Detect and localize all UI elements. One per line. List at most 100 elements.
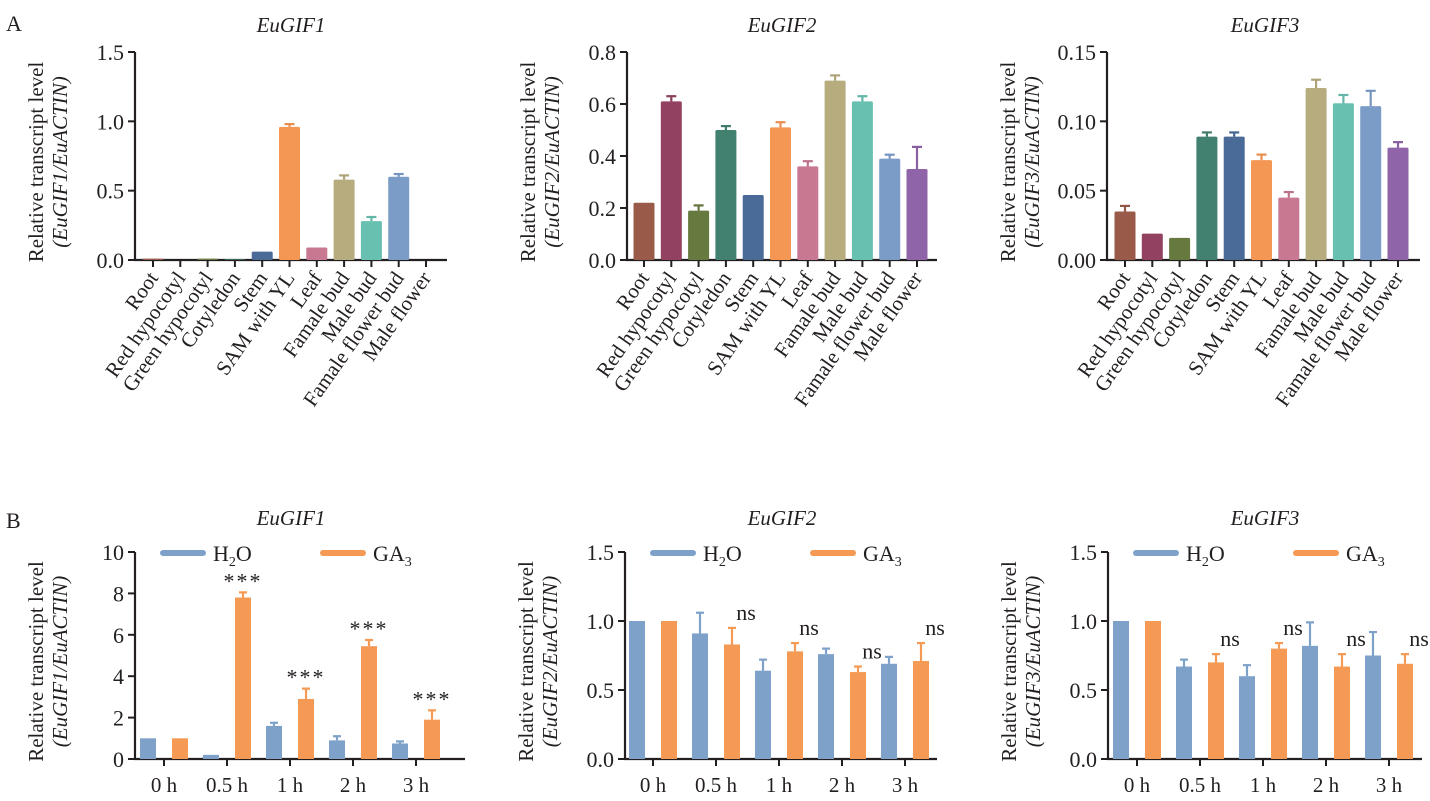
y-axis-label-gene: (EuGIF1/EuACTIN) <box>48 76 72 247</box>
bar-ga3 <box>172 738 188 759</box>
chart-title: EuGIF3 <box>1230 506 1300 530</box>
y-tick-label: 0.00 <box>1058 248 1097 273</box>
x-tick-label: 0 h <box>151 773 178 797</box>
bar-h2o <box>1365 655 1381 759</box>
bar <box>333 179 355 260</box>
y-tick-label: 0.0 <box>1070 747 1098 772</box>
x-tick-label: 2 h <box>1313 773 1340 797</box>
y-tick-label: 0.6 <box>589 92 617 117</box>
y-axis-label-gene: (EuGIF1/EuACTIN) <box>48 576 72 747</box>
bar <box>1141 233 1163 260</box>
significance-annotation: ns <box>1346 626 1366 651</box>
bar-ga3 <box>1397 663 1413 759</box>
y-tick-label: 0.05 <box>1058 179 1097 204</box>
bar-ga3 <box>913 661 929 759</box>
bar <box>388 176 410 260</box>
bar-h2o <box>203 754 219 759</box>
bar <box>251 251 273 260</box>
legend-label-ga3: GA3 <box>373 541 412 570</box>
bar <box>906 169 928 260</box>
bar <box>360 221 382 260</box>
bar-ga3 <box>1208 662 1224 759</box>
bar-h2o <box>1176 666 1192 759</box>
chart-title: EuGIF1 <box>256 13 326 37</box>
bar-h2o <box>1113 621 1129 759</box>
bar-h2o <box>881 663 897 759</box>
y-tick-label: 8 <box>113 581 124 606</box>
y-tick-label: 0.4 <box>589 144 617 169</box>
bar <box>742 195 764 260</box>
x-tick-label: 1 h <box>1250 773 1277 797</box>
y-axis-label: Relative transcript level <box>996 62 1020 263</box>
chart-panel-a3: EuGIF3 Relative transcript level (EuGIF3/E… <box>996 13 1420 411</box>
x-tick-label: 2 h <box>829 773 856 797</box>
bar <box>1223 136 1245 260</box>
significance-annotation: ns <box>1220 626 1240 651</box>
bar <box>1278 197 1300 260</box>
bar <box>879 158 901 260</box>
bar <box>1251 160 1272 260</box>
bar <box>1360 106 1382 260</box>
y-axis-label: Relative transcript level <box>997 561 1021 762</box>
y-tick-label: 0.5 <box>97 179 125 204</box>
bar-h2o <box>818 654 834 759</box>
chart-panel-b1: EuGIF1 Relative transcript level (EuGIF1/E… <box>24 506 465 797</box>
bar <box>1387 147 1409 260</box>
chart-title: EuGIF3 <box>1230 13 1300 37</box>
y-tick-label: 0.5 <box>587 678 615 703</box>
y-tick-label: 0.0 <box>589 248 617 273</box>
bar <box>797 166 819 260</box>
legend-label-h2o: H2O <box>213 541 252 570</box>
significance-annotation: ns <box>799 615 819 640</box>
chart-title: EuGIF2 <box>747 13 817 37</box>
bar-ga3 <box>424 719 440 759</box>
x-tick-label: 0.5 h <box>1179 773 1222 797</box>
bar <box>824 80 846 260</box>
bar-ga3 <box>724 644 740 759</box>
x-tick-label: 1 h <box>277 773 304 797</box>
bar-ga3 <box>1145 621 1161 759</box>
y-tick-label: 0.0 <box>587 747 615 772</box>
bar <box>279 126 300 260</box>
y-tick-label: 0.0 <box>97 248 125 273</box>
y-tick-label: 4 <box>113 664 124 689</box>
y-tick-label: 1.0 <box>1070 609 1098 634</box>
y-tick-label: 1.5 <box>97 40 125 65</box>
significance-annotation: ns <box>925 615 945 640</box>
chart-title: EuGIF1 <box>256 506 326 530</box>
bar-h2o <box>1302 645 1318 759</box>
y-tick-label: 0.5 <box>1070 678 1098 703</box>
bar <box>1114 211 1136 260</box>
bar-h2o <box>266 725 282 759</box>
bar-ga3 <box>850 672 866 759</box>
x-tick-label: 0.5 h <box>695 773 738 797</box>
x-tick-label: 0 h <box>1124 773 1151 797</box>
bar <box>851 101 873 261</box>
y-axis-label-gene: (EuGIF2/EuACTIN) <box>540 76 564 247</box>
chart-panel-b3: EuGIF3 Relative transcript level (EuGIF3/E… <box>997 506 1429 797</box>
bar-ga3 <box>298 698 314 759</box>
y-axis-label: Relative transcript level <box>24 62 48 263</box>
y-axis-label: Relative transcript level <box>516 62 540 263</box>
y-tick-label: 1.5 <box>587 540 615 565</box>
y-axis-label: Relative transcript level <box>24 561 48 762</box>
chart-panel-a2: EuGIF2 Relative transcript level (EuGIF2/E… <box>516 13 937 411</box>
legend-label-ga3: GA3 <box>863 541 902 570</box>
significance-annotation: *** <box>287 665 326 690</box>
chart-panel-b2: EuGIF2 Relative transcript level (EuGIF2/E… <box>514 506 945 797</box>
y-tick-label: 1.0 <box>97 109 125 134</box>
significance-annotation: ns <box>1409 626 1429 651</box>
y-tick-label: 1.5 <box>1070 540 1098 565</box>
bar <box>660 101 682 261</box>
bar <box>1305 88 1327 260</box>
y-tick-label: 1.0 <box>587 609 615 634</box>
chart-panel-a1: EuGIF1 Relative transcript level (EuGIF1/E… <box>24 13 447 411</box>
y-axis-label-gene: (EuGIF3/EuACTIN) <box>1021 576 1045 747</box>
significance-annotation: ns <box>736 600 756 625</box>
legend-label-h2o: H2O <box>703 541 742 570</box>
chart-title: EuGIF2 <box>747 506 817 530</box>
significance-annotation: ns <box>1283 615 1303 640</box>
bar <box>633 202 655 260</box>
bar <box>142 258 164 260</box>
y-tick-label: 0.2 <box>589 196 617 221</box>
